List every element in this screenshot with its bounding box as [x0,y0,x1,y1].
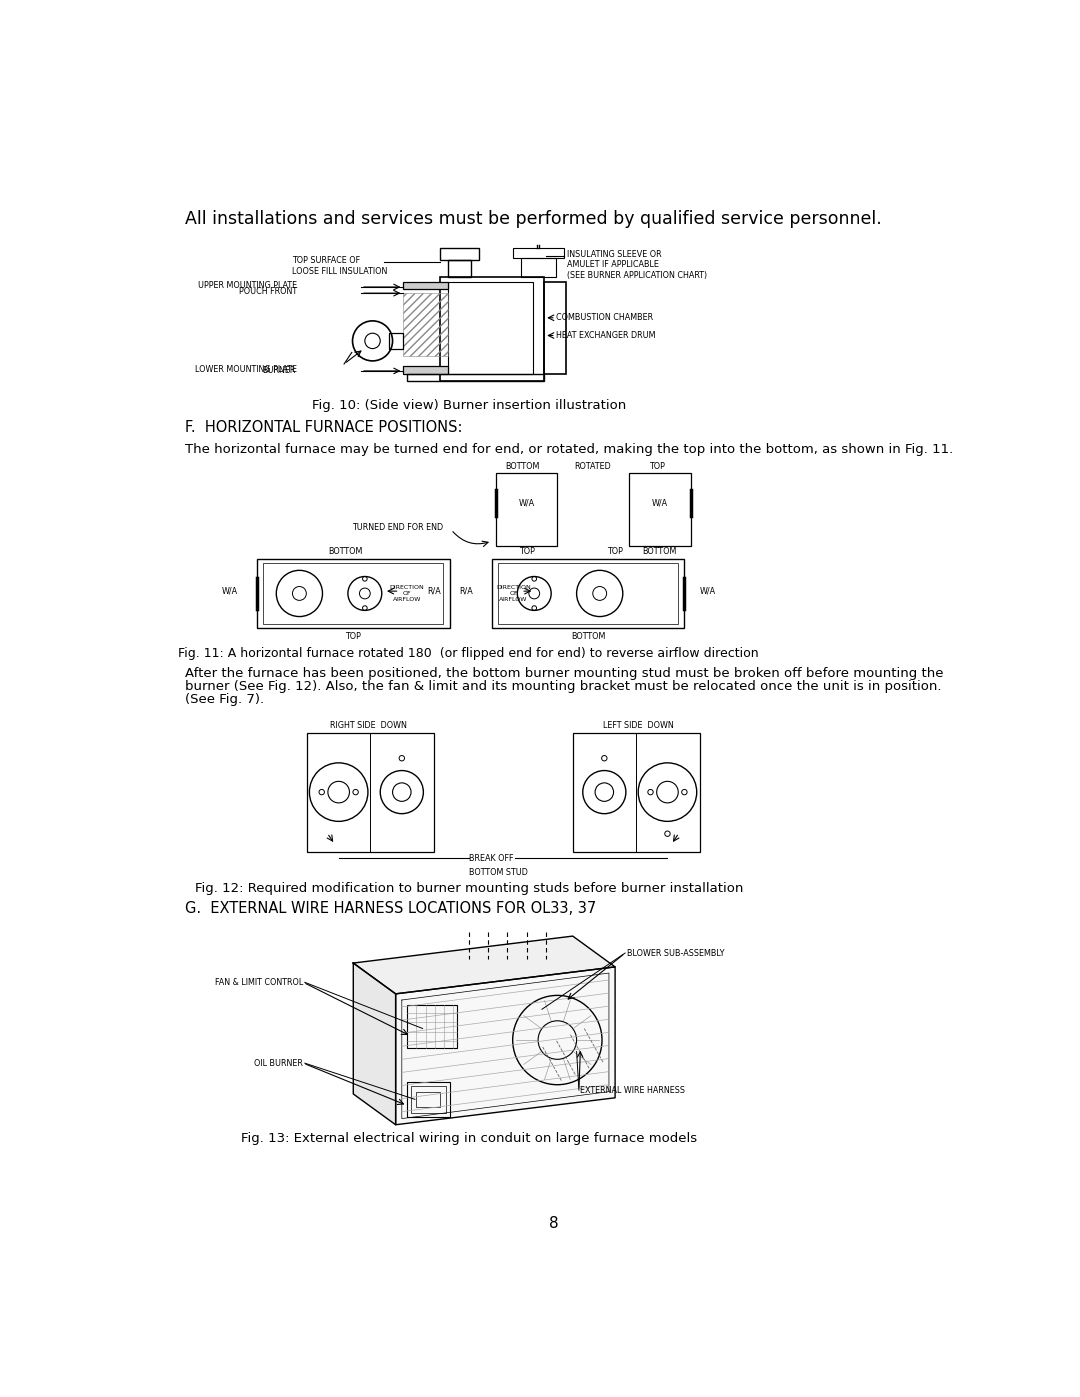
Polygon shape [395,967,616,1125]
Text: BREAK OFF: BREAK OFF [469,854,516,863]
Text: POUCH FRONT: POUCH FRONT [239,288,297,296]
Text: TOP SURFACE OF
LOOSE FILL INSULATION: TOP SURFACE OF LOOSE FILL INSULATION [292,256,387,275]
Polygon shape [353,936,616,993]
Bar [496,472,557,546]
Bar [403,366,448,374]
Bar [491,559,685,629]
Text: Fig. 13: External electrical wiring in conduit on large furnace models: Fig. 13: External electrical wiring in c… [241,1133,697,1146]
Text: BOTTOM: BOTTOM [571,631,605,641]
Text: TOP: TOP [518,548,535,556]
Polygon shape [353,963,395,1125]
Text: TOP: TOP [607,548,623,556]
Bar [544,282,566,374]
Text: INSULATING SLEEVE OR
AMULET IF APPLICABLE
(SEE BURNER APPLICATION CHART): INSULATING SLEEVE OR AMULET IF APPLICABL… [567,250,707,279]
Bar [407,374,544,381]
Text: Fig. 11: A horizontal furnace rotated 180  (or flipped end for end) to reverse a: Fig. 11: A horizontal furnace rotated 18… [178,647,759,661]
Text: R/A: R/A [428,587,441,595]
Bar [417,1091,440,1106]
Bar [403,293,448,356]
Text: Fig. 10: (Side view) Burner insertion illustration: Fig. 10: (Side view) Burner insertion il… [312,398,626,412]
Bar [498,563,678,624]
Text: G.  EXTERNAL WIRE HARNESS LOCATIONS FOR OL33, 37: G. EXTERNAL WIRE HARNESS LOCATIONS FOR O… [186,901,596,916]
Text: BOTTOM: BOTTOM [328,548,363,556]
Text: Fig. 12: Required modification to burner mounting studs before burner installati: Fig. 12: Required modification to burner… [194,882,743,895]
Bar [448,260,471,277]
Text: After the furnace has been positioned, the bottom burner mounting stud must be b: After the furnace has been positioned, t… [186,666,944,679]
Bar [441,249,478,260]
Text: BOTTOM STUD: BOTTOM STUD [469,869,528,877]
Text: LOWER MOUNTING PLATE: LOWER MOUNTING PLATE [195,365,297,374]
Text: 8: 8 [549,1217,558,1231]
Text: W/A: W/A [221,587,238,595]
Text: BOTTOM: BOTTOM [505,462,540,471]
Text: ROTATED: ROTATED [575,462,611,471]
Bar [513,249,564,257]
Text: COMBUSTION CHAMBER: COMBUSTION CHAMBER [556,313,653,323]
Text: W/A: W/A [700,587,716,595]
Text: (See Fig. 7).: (See Fig. 7). [186,693,265,705]
Bar [522,257,556,277]
Text: FAN & LIMIT CONTROL: FAN & LIMIT CONTROL [215,978,303,986]
Text: BURNER: BURNER [262,366,296,376]
Bar [407,1006,457,1048]
Text: TOP: TOP [346,631,361,641]
Text: BLOWER SUB-ASSEMBLY: BLOWER SUB-ASSEMBLY [626,949,725,957]
Text: UPPER MOUNTING PLATE: UPPER MOUNTING PLATE [198,281,297,291]
Bar [407,1083,449,1118]
Text: The horizontal furnace may be turned end for end, or rotated, making the top int: The horizontal furnace may be turned end… [186,443,954,457]
Bar [441,277,544,381]
Text: OIL BURNER: OIL BURNER [255,1059,303,1067]
Text: HEAT EXCHANGER DRUM: HEAT EXCHANGER DRUM [556,331,656,339]
Bar [307,733,434,852]
Text: TURNED END FOR END: TURNED END FOR END [352,522,444,532]
Bar [572,733,700,852]
Bar [448,282,532,374]
Text: TOP: TOP [649,462,665,471]
Bar [629,472,690,546]
Text: DIRECTION
OF
AIRFLOW: DIRECTION OF AIRFLOW [496,585,531,602]
Text: W/A: W/A [518,499,535,507]
Text: DIRECTION
OF
AIRFLOW: DIRECTION OF AIRFLOW [390,585,424,602]
Text: R/A: R/A [459,587,473,595]
Bar [389,334,403,349]
Bar [411,1087,446,1113]
Bar [257,559,449,629]
Bar [403,282,448,289]
Text: F.  HORIZONTAL FURNACE POSITIONS:: F. HORIZONTAL FURNACE POSITIONS: [186,420,463,436]
Text: EXTERNAL WIRE HARNESS: EXTERNAL WIRE HARNESS [580,1085,686,1095]
Text: BOTTOM: BOTTOM [643,548,677,556]
Text: burner (See Fig. 12). Also, the fan & limit and its mounting bracket must be rel: burner (See Fig. 12). Also, the fan & li… [186,680,942,693]
Bar [264,563,444,624]
Text: W/A: W/A [651,499,667,507]
Text: All installations and services must be performed by qualified service personnel.: All installations and services must be p… [186,210,882,228]
Text: LEFT SIDE  DOWN: LEFT SIDE DOWN [603,721,674,729]
Text: RIGHT SIDE  DOWN: RIGHT SIDE DOWN [330,721,407,729]
